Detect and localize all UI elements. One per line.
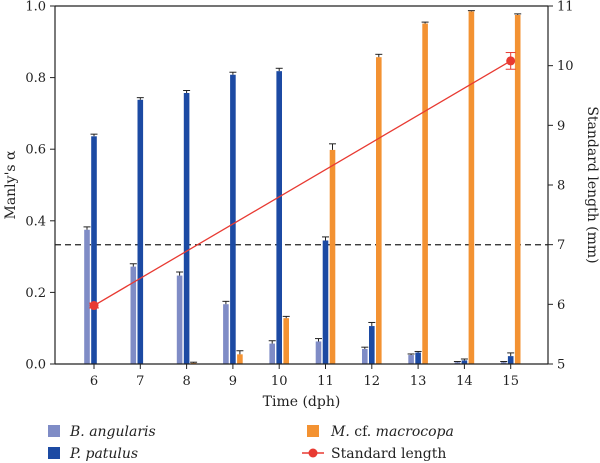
- y2-tick-label-6: 6: [557, 298, 565, 313]
- standard-length-series: [89, 52, 516, 311]
- bar-p-patulus-7: [137, 99, 144, 365]
- y2-tick-label-5: 5: [557, 358, 565, 373]
- bar-b-angularis-10: [269, 343, 275, 364]
- x-tick-label-7: 7: [136, 374, 144, 389]
- x-tick-label-14: 14: [456, 374, 473, 389]
- bar-p-patulus-11: [322, 240, 329, 364]
- bar-b-angularis-14: [454, 362, 461, 364]
- x-tick-label-12: 12: [364, 374, 381, 389]
- y-tick-label-0.4: 0.4: [25, 214, 46, 229]
- x-tick-label-6: 6: [90, 374, 98, 389]
- legend-label-standard-length: Standard length: [331, 446, 446, 462]
- y-tick-label-0.8: 0.8: [25, 71, 46, 86]
- bar-p-patulus-8: [183, 92, 190, 364]
- legend-label-p-patulus: P. patulus: [69, 446, 138, 462]
- standard-length-point-15: [506, 56, 516, 66]
- bar-b-angularis-9: [223, 304, 229, 364]
- bar-p-patulus-10: [276, 71, 282, 364]
- bar-b-angularis-11: [315, 341, 322, 364]
- x-axis-title: Time (dph): [263, 394, 341, 410]
- y2-tick-label-11: 11: [557, 0, 574, 15]
- standard-length-point-6: [89, 301, 99, 311]
- bar-m-cf-macrocopa-13: [422, 23, 428, 365]
- bar-m-cf-macrocopa-12: [376, 57, 382, 364]
- bar-p-patulus-9: [230, 74, 236, 365]
- left-y-ticks: 0.0 0.2 0.4 0.6 0.8 1.0: [25, 0, 55, 373]
- bars: [83, 10, 522, 365]
- legend-swatch-standard-length-dot: [308, 448, 318, 458]
- standard-length-line: [93, 60, 512, 307]
- legend: B. angularis M. cf. macrocopa P. patulus…: [48, 424, 454, 462]
- y-tick-label-0.2: 0.2: [25, 286, 46, 301]
- legend-swatch-p-patulus: [48, 447, 60, 459]
- bar-m-cf-macrocopa-15: [514, 14, 521, 364]
- y2-tick-label-9: 9: [557, 119, 565, 134]
- x-tick-label-8: 8: [182, 374, 190, 389]
- legend-swatch-m-cf-macrocopa: [307, 425, 319, 437]
- bar-b-angularis-13: [408, 355, 414, 364]
- legend-swatch-b-angularis: [48, 425, 60, 437]
- left-y-axis-title: Manly's α: [3, 150, 19, 220]
- y2-tick-label-10: 10: [557, 59, 574, 74]
- bar-b-angularis-7: [130, 266, 137, 364]
- y-tick-label-0.6: 0.6: [25, 143, 46, 158]
- bar-m-cf-macrocopa-10: [283, 318, 289, 364]
- x-tick-label-9: 9: [229, 374, 237, 389]
- x-tick-label-11: 11: [317, 374, 334, 389]
- bar-p-patulus-6: [91, 136, 97, 364]
- bar-m-cf-macrocopa-14: [468, 11, 475, 365]
- x-tick-label-13: 13: [410, 374, 427, 389]
- bar-b-angularis-8: [176, 275, 183, 364]
- legend-label-b-angularis: B. angularis: [69, 424, 156, 440]
- right-y-axis-title: Standard length (mm): [584, 106, 600, 263]
- bar-b-angularis-6: [84, 229, 90, 364]
- bar-m-cf-macrocopa-9: [237, 354, 243, 364]
- y-tick-label-1.0: 1.0: [25, 0, 46, 15]
- bar-p-patulus-12: [369, 326, 375, 364]
- bar-p-patulus-13: [415, 352, 421, 364]
- y2-tick-label-8: 8: [557, 179, 565, 194]
- bar-b-angularis-15: [500, 362, 507, 364]
- bar-b-angularis-12: [362, 348, 368, 364]
- bar-m-cf-macrocopa-11: [329, 149, 336, 364]
- bar-p-patulus-15: [507, 356, 514, 364]
- legend-label-m-cf-macrocopa: M. cf. macrocopa: [330, 424, 454, 440]
- y-tick-label-0.0: 0.0: [25, 358, 46, 373]
- y2-tick-label-7: 7: [557, 238, 565, 253]
- x-tick-label-10: 10: [271, 374, 288, 389]
- bar-p-patulus-14: [461, 360, 468, 364]
- x-tick-label-15: 15: [502, 374, 519, 389]
- right-y-ticks: 5 6 7 8 9 10 11: [548, 0, 574, 373]
- x-ticks: 6 7 8 9 10 11 12 13 14 15: [90, 364, 519, 389]
